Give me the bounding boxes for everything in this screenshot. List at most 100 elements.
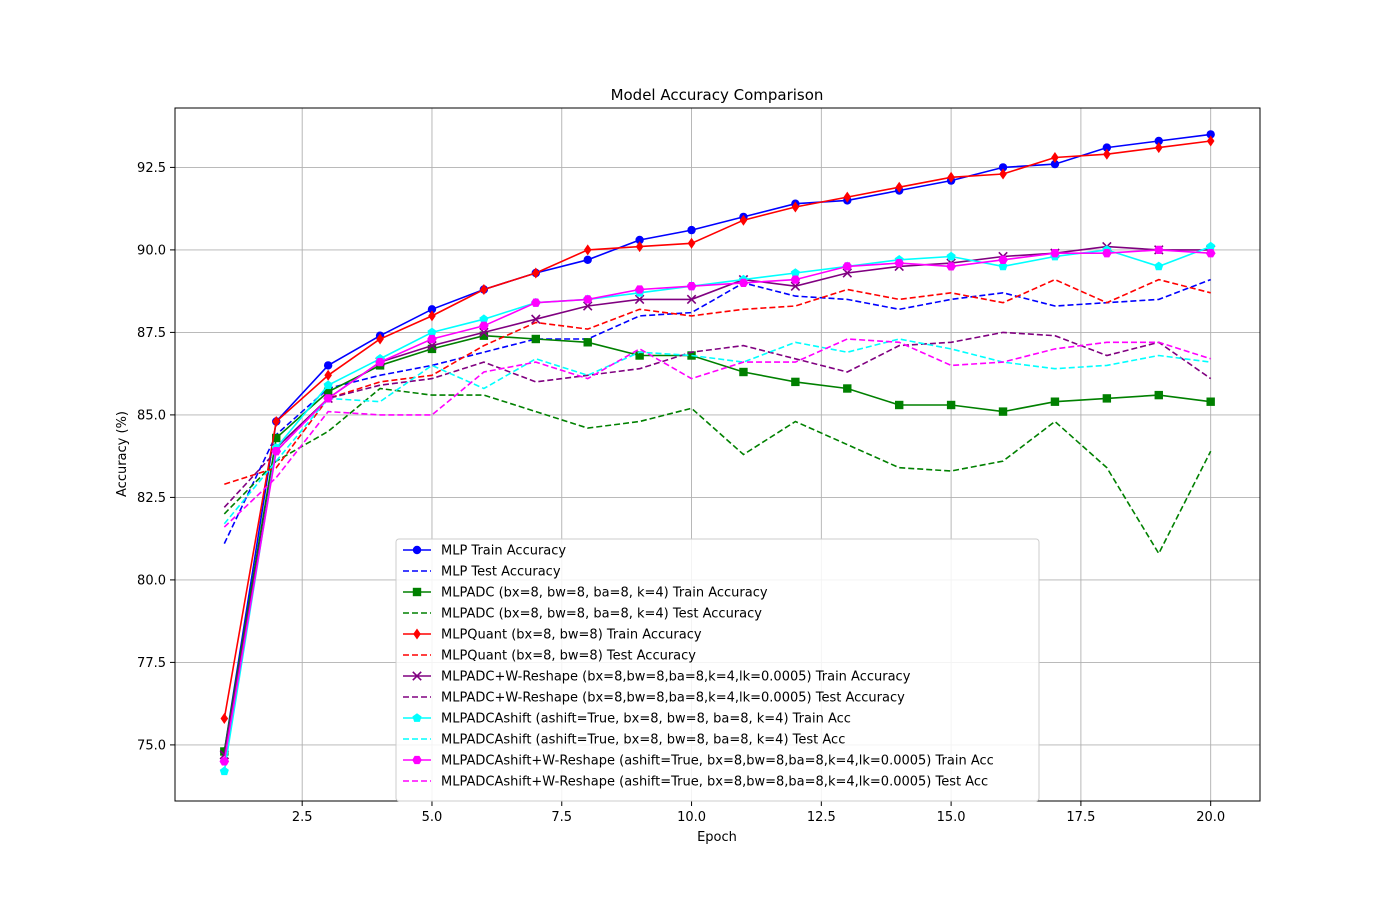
data-point — [479, 314, 489, 324]
data-point — [947, 171, 955, 183]
legend-label: MLPQuant (bx=8, bw=8) Test Accuracy — [441, 649, 696, 664]
data-point — [1154, 142, 1163, 154]
data-point — [894, 400, 904, 410]
series-line — [224, 278, 1211, 485]
legend-label: MLP Train Accuracy — [441, 544, 566, 559]
x-tick-label: 15.0 — [937, 810, 966, 825]
data-point — [479, 321, 489, 330]
data-point — [323, 387, 333, 396]
data-point — [687, 237, 696, 249]
series-3 — [220, 331, 1215, 756]
data-point — [583, 255, 592, 264]
x-axis-label: Epoch — [697, 830, 737, 845]
data-point — [428, 310, 436, 322]
data-point — [738, 278, 749, 288]
data-point — [1205, 249, 1216, 258]
data-point — [686, 282, 697, 291]
data-point — [1102, 394, 1112, 403]
legend: MLP Train Accuracy MLP Test Accuracy MLPAD… — [395, 538, 1040, 802]
series-line — [223, 249, 1211, 762]
legend-marker — [412, 755, 422, 765]
series-8 — [223, 331, 1212, 508]
x-tick-label: 20.0 — [1196, 810, 1225, 825]
series-line — [223, 278, 1211, 544]
legend-label: MLPADC (bx=8, bw=8, ba=8, k=4) Train Acc… — [441, 586, 768, 601]
series-layer — [219, 130, 1216, 776]
data-point — [687, 225, 696, 235]
data-point — [1051, 152, 1059, 163]
data-point — [790, 281, 801, 291]
data-point — [427, 334, 437, 344]
data-point — [1102, 143, 1112, 152]
data-point — [479, 327, 489, 338]
legend-entry: MLPADC (bx=8, bw=8, ba=8, k=4) Test Accu… — [403, 607, 762, 622]
data-point — [532, 267, 540, 279]
legend-entry: MLPADCAshift (ashift=True, bx=8, bw=8, b… — [403, 733, 845, 748]
data-point — [583, 244, 592, 256]
data-point — [427, 327, 437, 337]
y-tick-label: 85.0 — [137, 408, 166, 423]
data-point — [375, 357, 385, 367]
y-tick-label: 75.0 — [137, 738, 166, 753]
data-point — [376, 333, 384, 345]
x-axis-ticks: 2.5 5.0 7.5 10.0 12.5 15.0 17.5 20.0 — [292, 801, 1225, 825]
data-point — [999, 168, 1007, 180]
data-point — [531, 298, 541, 307]
y-axis-ticks: 75.0 77.5 80.0 82.5 85.0 87.5 90.0 92.5 — [137, 161, 175, 753]
data-point — [843, 384, 852, 393]
data-point — [1154, 261, 1164, 271]
series-11 — [219, 245, 1216, 766]
data-point — [427, 344, 437, 354]
legend-label: MLPADCAshift (ashift=True, bx=8, bw=8, b… — [441, 712, 851, 727]
data-point — [220, 713, 229, 724]
data-point — [895, 181, 903, 193]
y-tick-label: 87.5 — [137, 326, 166, 341]
legend-entry: MLPADCAshift+W-Reshape (ashift=True, bx=… — [403, 754, 994, 769]
series-line — [223, 334, 1211, 752]
data-point — [323, 361, 333, 370]
y-tick-label: 92.5 — [137, 161, 166, 176]
series-line — [223, 140, 1211, 719]
data-point — [998, 407, 1008, 416]
data-point — [531, 334, 541, 344]
y-tick-label: 80.0 — [137, 573, 166, 588]
legend-label: MLPADCAshift+W-Reshape (ashift=True, bx=… — [441, 775, 988, 790]
legend-label: MLPADC+W-Reshape (bx=8,bw=8,ba=8,k=4,lk=… — [441, 670, 911, 685]
series-line — [223, 331, 1212, 508]
data-point — [946, 400, 956, 410]
legend-marker — [412, 545, 422, 555]
data-point — [739, 367, 748, 377]
data-point — [998, 255, 1008, 264]
data-point — [531, 314, 541, 324]
data-point — [1050, 397, 1060, 406]
series-line — [223, 245, 1211, 772]
legend-label: MLPADC (bx=8, bw=8, ba=8, k=4) Test Accu… — [441, 607, 762, 622]
legend-marker — [412, 713, 422, 722]
legend-entry: MLPQuant (bx=8, bw=8) Train Accuracy — [403, 628, 702, 643]
data-point — [791, 201, 800, 213]
data-point — [1206, 397, 1215, 406]
data-point — [1154, 390, 1163, 400]
legend-entry: MLPADC (bx=8, bw=8, ba=8, k=4) Train Acc… — [403, 586, 768, 601]
x-tick-label: 10.0 — [677, 810, 706, 825]
data-point — [582, 295, 593, 304]
data-point — [479, 331, 489, 340]
series-line — [223, 338, 1211, 525]
legend-marker — [412, 587, 422, 597]
series-6 — [224, 278, 1211, 485]
data-point — [1050, 249, 1060, 258]
data-point — [686, 294, 697, 305]
series-line — [223, 133, 1211, 752]
data-point — [791, 377, 800, 387]
data-point — [272, 416, 281, 427]
data-point — [219, 766, 229, 776]
data-point — [1153, 245, 1164, 255]
legend-marker — [413, 628, 421, 640]
series-2 — [223, 278, 1211, 544]
data-point — [427, 305, 437, 314]
legend-entry: MLP Train Accuracy — [403, 544, 566, 559]
data-point — [998, 163, 1008, 172]
data-point — [480, 284, 488, 295]
legend-entry: MLPADCAshift (ashift=True, bx=8, bw=8, b… — [403, 712, 851, 727]
y-tick-label: 90.0 — [137, 243, 166, 258]
